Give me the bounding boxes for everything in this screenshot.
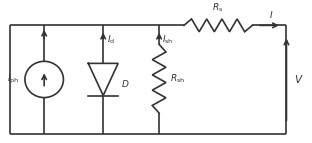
Text: $I_{\rm sh}$: $I_{\rm sh}$ [162,34,173,46]
Text: $V$: $V$ [294,74,304,86]
Text: $I_{\rm ph}$: $I_{\rm ph}$ [7,73,19,86]
Text: $I_{\rm d}$: $I_{\rm d}$ [107,34,115,46]
Text: $I$: $I$ [269,9,273,19]
Text: $R_{\rm s}$: $R_{\rm s}$ [212,1,224,14]
Text: $R_{\rm sh}$: $R_{\rm sh}$ [170,73,185,85]
Text: $D$: $D$ [121,78,130,89]
